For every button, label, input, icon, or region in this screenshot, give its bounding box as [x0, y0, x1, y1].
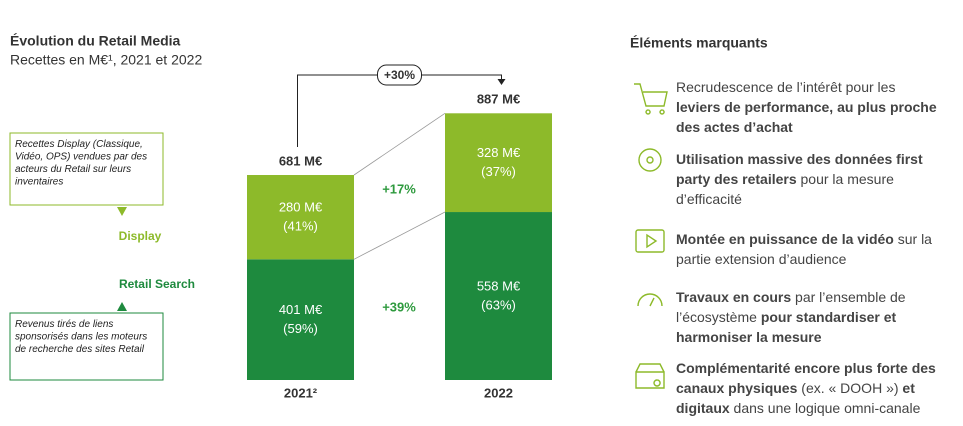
panel-segment: pour standardiser et — [761, 309, 897, 325]
panel-line: harmoniser la mesure — [676, 329, 822, 345]
series-label: Display — [119, 229, 162, 243]
panel-line: digitaux dans une logique omni-canale — [676, 400, 921, 416]
callout-line: Vidéo, OPS) vendues par des — [15, 151, 147, 162]
display-pointer — [117, 207, 127, 216]
total-label: 887 M€ — [477, 91, 520, 106]
chart-subtitle: Recettes en M€¹, 2021 et 2022 — [10, 52, 202, 68]
panel-segment: des actes d’achat — [676, 119, 793, 135]
value-label: 401 M€ — [279, 302, 323, 317]
panel-line: Utilisation massive des données first — [676, 151, 923, 167]
panel-line: leviers de performance, au plus proche — [676, 99, 937, 115]
value-label: 280 M€ — [279, 200, 323, 215]
callout-line: acteurs du Retail sur leurs — [15, 164, 131, 175]
panel-segment: party des retailers — [676, 171, 797, 187]
panel-segment: par l’ensemble de — [791, 289, 906, 305]
panel-title: Éléments marquants — [630, 35, 768, 51]
callout-line: Revenus tirés de liens — [15, 319, 113, 330]
share-label: (41%) — [283, 219, 318, 234]
panel-segment: partie extension d’audience — [676, 251, 847, 267]
panel-segment: Montée en puissance de la vidéo — [676, 231, 894, 247]
gauge-icon — [637, 293, 663, 307]
panel-line: Recrudescence de l’intérêt pour les — [676, 79, 895, 95]
growth-label: +17% — [382, 181, 416, 196]
panel-segment: et — [902, 380, 915, 396]
panel-segment: dans une logique omni-canale — [730, 400, 921, 416]
cart-icon — [634, 83, 668, 115]
connector — [353, 112, 446, 176]
panel-segment: (ex. « DOOH ») — [797, 380, 902, 396]
callout-line: sponsorisés dans les moteurs — [15, 331, 147, 342]
bar-segment — [247, 175, 354, 260]
panel-line: d’efficacité — [676, 191, 742, 207]
series-label: Retail Search — [119, 277, 195, 291]
panel-segment: canaux physiques — [676, 380, 798, 396]
callout-line: inventaires — [15, 176, 63, 187]
play-icon — [646, 233, 658, 249]
store-icon — [635, 363, 665, 389]
share-label: (37%) — [481, 164, 516, 179]
panel-segment: digitaux — [676, 400, 730, 416]
panel-segment: harmoniser la mesure — [676, 329, 822, 345]
total-growth-label: +30% — [384, 68, 415, 82]
panel-segment: l’écosystème — [676, 309, 761, 325]
panel-line: des actes d’achat — [676, 119, 793, 135]
share-label: (63%) — [481, 297, 516, 312]
panel-line: Travaux en cours par l’ensemble de — [676, 289, 906, 305]
panel-segment: Complémentarité encore plus forte des — [676, 360, 936, 376]
panel-line: partie extension d’audience — [676, 251, 847, 267]
panel-segment: sur la — [894, 231, 932, 247]
panel-line: l’écosystème pour standardiser et — [676, 309, 897, 325]
share-label: (59%) — [283, 321, 318, 336]
panel-line: Montée en puissance de la vidéo sur la — [676, 231, 932, 247]
icons — [634, 83, 668, 389]
bar-segment — [445, 113, 552, 213]
callout-line: Recettes Display (Classique, — [15, 139, 143, 150]
total-label: 681 M€ — [279, 153, 322, 168]
panel-line: canaux physiques (ex. « DOOH ») et — [676, 380, 915, 396]
target-center — [646, 156, 654, 164]
panel-segment: leviers de performance, au plus proche — [676, 99, 937, 115]
target-icon — [638, 148, 662, 172]
connector — [353, 211, 446, 260]
callout-text: Revenus tirés de liens sponsorisés dans l… — [15, 319, 147, 355]
panel-segment: Utilisation massive des données first — [676, 151, 923, 167]
panel-segment: Recrudescence de l’intérêt pour les — [676, 79, 895, 95]
display-callout-box — [9, 132, 164, 206]
bracket-arrow — [497, 79, 506, 85]
x-tick-label: 2021² — [284, 385, 318, 400]
chart-title: Évolution du Retail Media — [10, 33, 181, 49]
panel-segment: d’efficacité — [676, 191, 742, 207]
growth-box — [377, 64, 422, 86]
search-pointer — [117, 302, 127, 311]
video-icon — [635, 229, 665, 253]
x-tick-label: 2022 — [484, 385, 513, 400]
bar-segment — [247, 259, 354, 380]
callout-text: Recettes Display (Classique, Vidéo, OPS) … — [15, 139, 147, 188]
panel-line: party des retailers pour la mesure — [676, 171, 894, 187]
bar-segment — [445, 212, 552, 380]
panel-line: Complémentarité encore plus forte des — [676, 360, 936, 376]
panel-segment: Travaux en cours — [676, 289, 791, 305]
growth-label: +39% — [382, 299, 416, 314]
panel-segment: pour la mesure — [797, 171, 894, 187]
value-label: 328 M€ — [477, 145, 521, 160]
search-callout-box — [9, 312, 164, 381]
value-label: 558 M€ — [477, 278, 521, 293]
callout-line: de recherche des sites Retail — [15, 344, 145, 355]
